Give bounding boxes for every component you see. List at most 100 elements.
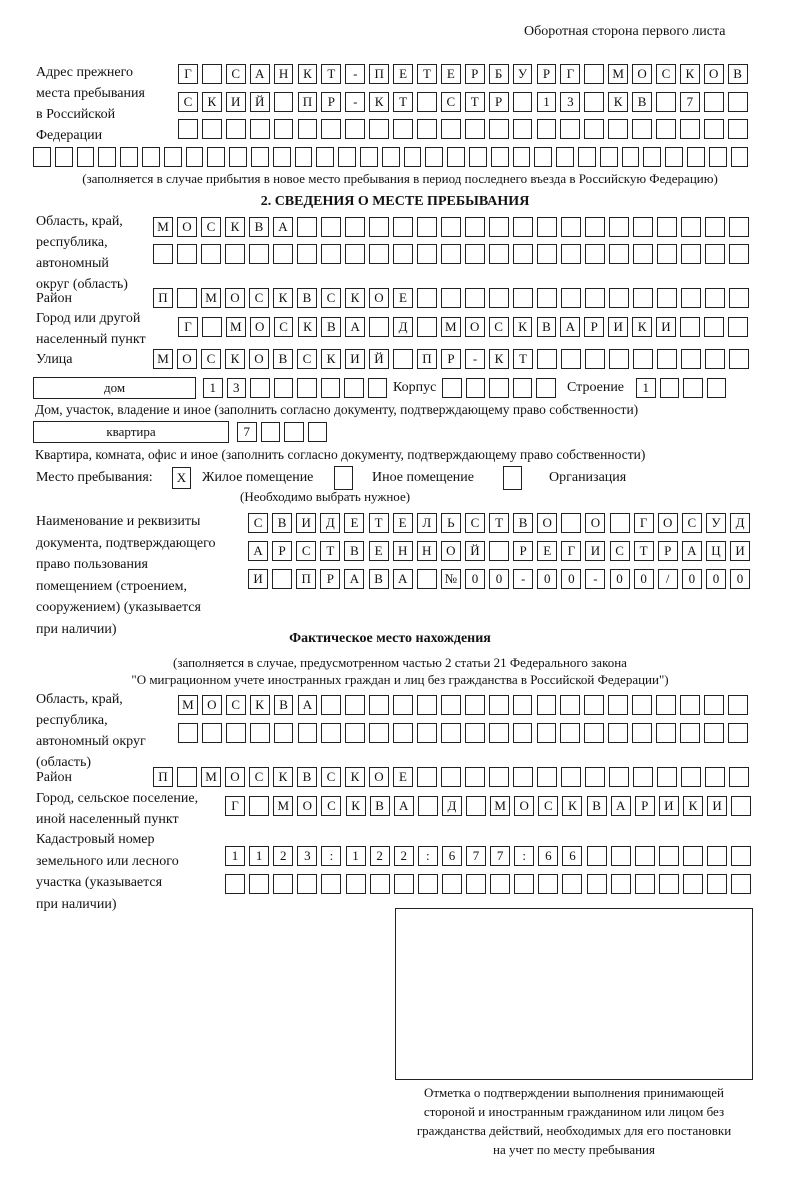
char-cell[interactable] (163, 147, 182, 167)
char-cell[interactable] (657, 217, 677, 237)
char-cell[interactable] (731, 796, 752, 816)
char-cell[interactable]: А (297, 695, 318, 715)
char-cell[interactable] (556, 147, 574, 167)
char-cell[interactable] (536, 378, 556, 398)
char-cell[interactable] (98, 147, 117, 167)
char-cell[interactable] (488, 695, 509, 715)
char-cell[interactable] (381, 147, 400, 167)
char-cell[interactable] (465, 378, 485, 398)
char-cell[interactable] (705, 244, 725, 264)
char-cell[interactable] (417, 796, 438, 816)
char-cell[interactable] (513, 767, 533, 787)
char-cell[interactable]: К (679, 64, 700, 84)
char-cell[interactable] (584, 119, 605, 139)
char-cell[interactable] (609, 244, 629, 264)
char-cell[interactable]: С (178, 92, 198, 112)
char-cell[interactable] (681, 244, 701, 264)
char-cell[interactable]: В (727, 64, 748, 84)
char-cell[interactable]: Т (513, 349, 533, 369)
char-cell[interactable] (560, 723, 581, 743)
char-cell[interactable]: 0 (464, 569, 485, 589)
char-cell[interactable]: С (296, 541, 317, 561)
char-cell[interactable] (185, 147, 204, 167)
char-cell[interactable]: У (512, 64, 533, 84)
char-cell[interactable]: 7 (679, 92, 700, 112)
char-cell[interactable]: К (562, 796, 583, 816)
char-cell[interactable]: О (297, 796, 318, 816)
char-cell[interactable] (345, 244, 365, 264)
char-cell[interactable] (537, 288, 557, 308)
char-cell[interactable] (201, 723, 222, 743)
char-cell[interactable]: Е (393, 64, 413, 84)
char-cell[interactable] (703, 723, 724, 743)
char-cell[interactable]: 7 (237, 422, 257, 442)
char-cell[interactable] (727, 92, 748, 112)
char-cell[interactable] (608, 119, 629, 139)
char-cell[interactable] (360, 147, 378, 167)
char-cell[interactable] (441, 217, 461, 237)
char-cell[interactable]: М (490, 796, 511, 816)
char-cell[interactable] (417, 217, 437, 237)
char-cell[interactable]: Т (489, 513, 510, 533)
char-cell[interactable] (578, 147, 596, 167)
char-cell[interactable]: О (514, 796, 535, 816)
char-cell[interactable] (656, 695, 676, 715)
char-cell[interactable]: О (537, 513, 558, 533)
char-cell[interactable] (512, 147, 531, 167)
char-cell[interactable] (294, 147, 313, 167)
house-type-field[interactable]: дом (33, 377, 196, 399)
char-cell[interactable]: О (464, 317, 485, 337)
char-cell[interactable] (153, 244, 173, 264)
char-cell[interactable] (632, 119, 652, 139)
char-cell[interactable]: Т (320, 541, 341, 561)
char-cell[interactable]: 0 (609, 569, 630, 589)
char-cell[interactable] (512, 695, 533, 715)
char-cell[interactable] (466, 796, 487, 816)
char-cell[interactable] (632, 695, 652, 715)
char-cell[interactable]: С (225, 695, 246, 715)
char-cell[interactable] (681, 767, 701, 787)
char-cell[interactable] (466, 874, 487, 894)
char-cell[interactable]: В (272, 513, 293, 533)
char-cell[interactable]: Т (368, 513, 389, 533)
char-cell[interactable] (681, 288, 701, 308)
char-cell[interactable]: П (297, 92, 318, 112)
char-cell[interactable] (537, 217, 557, 237)
char-cell[interactable]: 3 (560, 92, 581, 112)
char-cell[interactable]: П (369, 64, 390, 84)
char-cell[interactable]: П (153, 767, 173, 787)
char-cell[interactable] (561, 349, 581, 369)
char-cell[interactable]: И (296, 513, 317, 533)
char-cell[interactable]: Ц (705, 541, 726, 561)
char-cell[interactable]: 0 (705, 569, 726, 589)
char-cell[interactable]: В (297, 767, 317, 787)
char-cell[interactable] (656, 92, 676, 112)
char-cell[interactable] (76, 147, 95, 167)
char-cell[interactable] (703, 92, 724, 112)
char-cell[interactable]: 3 (226, 378, 246, 398)
char-cell[interactable] (727, 723, 748, 743)
char-cell[interactable]: В (369, 796, 390, 816)
char-cell[interactable]: О (703, 64, 724, 84)
char-cell[interactable] (345, 119, 366, 139)
char-cell[interactable]: С (488, 317, 509, 337)
char-cell[interactable] (656, 723, 676, 743)
char-cell[interactable] (272, 147, 291, 167)
char-cell[interactable] (251, 147, 269, 167)
char-cell[interactable]: 1 (536, 92, 557, 112)
char-cell[interactable] (609, 217, 629, 237)
char-cell[interactable] (585, 767, 605, 787)
char-cell[interactable]: Д (441, 796, 462, 816)
char-cell[interactable]: 2 (273, 846, 294, 866)
char-cell[interactable] (321, 244, 341, 264)
char-cell[interactable] (632, 723, 652, 743)
char-cell[interactable] (393, 119, 413, 139)
char-cell[interactable]: М (201, 288, 221, 308)
char-cell[interactable] (608, 695, 629, 715)
char-cell[interactable] (417, 317, 437, 337)
char-cell[interactable]: А (560, 317, 581, 337)
option-checkbox-organization[interactable] (503, 466, 522, 490)
char-cell[interactable]: П (296, 569, 317, 589)
char-cell[interactable]: О (177, 349, 197, 369)
char-cell[interactable] (465, 217, 485, 237)
